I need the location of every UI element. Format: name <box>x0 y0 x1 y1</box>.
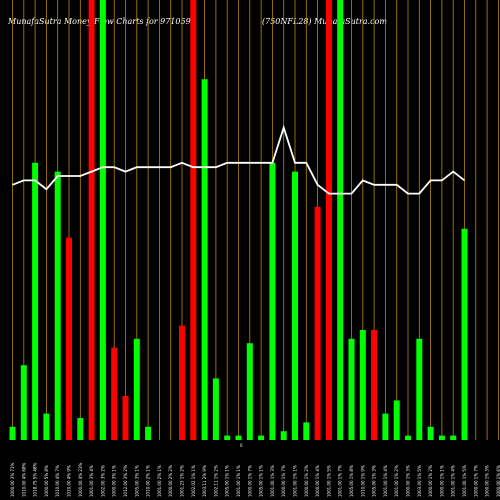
bar <box>32 162 39 441</box>
x-tick-label: 1002.00 3% 2% <box>100 465 105 497</box>
bar <box>450 435 457 440</box>
bar <box>145 426 152 440</box>
x-tick-label: 1010.00 4% 7% <box>55 465 60 497</box>
bar <box>9 426 16 440</box>
x-tick-label: 1005.00 1% 3% <box>372 465 377 497</box>
x-tick-label: 1001.00 3% 4% <box>89 465 94 497</box>
x-tick-label: 1001.00 1% 3% <box>270 465 275 497</box>
x-tick-label: 1000.00 1% 2% <box>304 465 309 497</box>
bar <box>405 435 411 440</box>
bar-series <box>9 0 468 441</box>
bar <box>292 171 298 440</box>
bar <box>99 0 106 440</box>
x-tick-label: 1000.00 1% 7% <box>281 465 286 497</box>
x-tick-label: 1001.00 1% 4% <box>451 465 456 497</box>
x-tick-label: 1001.23 1% 2% <box>180 465 185 497</box>
x-tick-label: 1000.00 1% 6% <box>496 465 500 497</box>
x-tick-label: 1000.00 1% 4% <box>315 465 320 497</box>
x-tick-label: 1001.00 1% 1% <box>293 465 298 497</box>
x-tick-labels: 1000.00 3% 71% 1010.00 4% 68% 1018.75 5% 4… <box>10 462 500 497</box>
bar <box>427 426 434 440</box>
x-tick-label: 1000.00 1% 1% <box>439 465 444 497</box>
x-tick-label: 1005.00 1% 1% <box>259 465 264 497</box>
x-tick-label: 1001.00 1% 1% <box>236 465 241 497</box>
bar <box>359 330 366 440</box>
x-tick-label: 1010.00 2% 1% <box>146 465 151 497</box>
chart-title-left: MunafaSutra Money Flow Charts for 971059 <box>7 17 191 26</box>
bar <box>111 347 118 440</box>
x-tick-label: 1000.00 2% 2% <box>168 465 173 497</box>
x-tick-label: 1010.00 1% 9% <box>360 465 365 497</box>
bar <box>438 435 445 440</box>
x-tick-label: 1001.00 1% 2% <box>394 465 399 497</box>
bar <box>337 0 344 440</box>
bar <box>190 0 197 440</box>
x-tick-label: 1000.00 1% 3% <box>485 465 490 497</box>
x-tick-label: 1005.00 1% 8% <box>349 465 354 497</box>
bar <box>122 396 129 440</box>
bar <box>54 171 61 440</box>
x-tick-label: 1000.00 4% 23% <box>78 462 83 497</box>
bar <box>280 431 287 440</box>
bar <box>246 343 253 440</box>
bar <box>66 237 72 440</box>
x-tick-label: 1000.00 5% 8% <box>44 465 49 497</box>
flow-line <box>12 124 466 195</box>
x-tick-label: 1001.00 1% 7% <box>338 465 343 497</box>
line-series <box>12 124 466 195</box>
x-tick-label: 1010.00 4% 68% <box>21 462 26 497</box>
bar <box>20 365 27 440</box>
bar <box>212 378 219 440</box>
x-tick-label: 1000.00 1% 7% <box>473 465 478 497</box>
bar <box>371 330 378 440</box>
bar <box>133 338 140 440</box>
x-tick-label: 1000.00 3% 71% <box>10 462 15 497</box>
bar <box>416 338 423 440</box>
bar <box>382 413 389 440</box>
x-tick-label: 1005.00 3% 1% <box>134 465 139 497</box>
bar <box>461 228 468 440</box>
x-tick-label: 1018.75 5% 48% <box>33 462 38 497</box>
bar <box>258 435 265 440</box>
x-tick-label: 1012.00 3% 2% <box>123 465 128 497</box>
x-tick-label: 1001.00 1% 5% <box>326 465 331 497</box>
x-tick-label: 1001.00 1% 5% <box>462 465 467 497</box>
bar <box>88 0 95 440</box>
bar <box>201 79 208 440</box>
x-tick-label: 1000.00 1% 2% <box>428 465 433 497</box>
bar <box>348 338 355 440</box>
chart-title-right: (750NFL28) MunafaSutra.com <box>262 17 387 26</box>
bar <box>314 206 321 440</box>
bar <box>43 413 50 440</box>
x-tick-label: 1000.00 1% 3% <box>406 465 411 497</box>
x-tick-label: 1002.11 1% 2% <box>213 465 218 497</box>
bar <box>269 162 276 441</box>
bar <box>179 325 185 440</box>
x-tick-label: 1020.00 4% 9% <box>67 465 72 497</box>
bar <box>77 418 84 440</box>
bar <box>303 422 310 440</box>
x-tick-label: 1001.00 2% 1% <box>157 465 162 497</box>
x-tick-label: 1000.00 3% 1% <box>112 465 117 497</box>
x-tick-label: 1005.00 1% 1% <box>225 465 230 497</box>
x-tick-label: 1000.00 1% 7% <box>247 465 252 497</box>
zero-axis-label: 0 <box>240 443 243 448</box>
x-tick-label: 1001.00 1% 4% <box>383 465 388 497</box>
x-tick-label: 1002.02 1% 1% <box>191 465 196 497</box>
x-tick-label: 1003.00 1% 5% <box>417 465 422 497</box>
bar <box>224 435 231 440</box>
bar <box>325 0 332 440</box>
bar <box>393 400 400 440</box>
x-tick-label: 1003.11 2% 9% <box>202 465 207 497</box>
bar <box>235 435 242 440</box>
